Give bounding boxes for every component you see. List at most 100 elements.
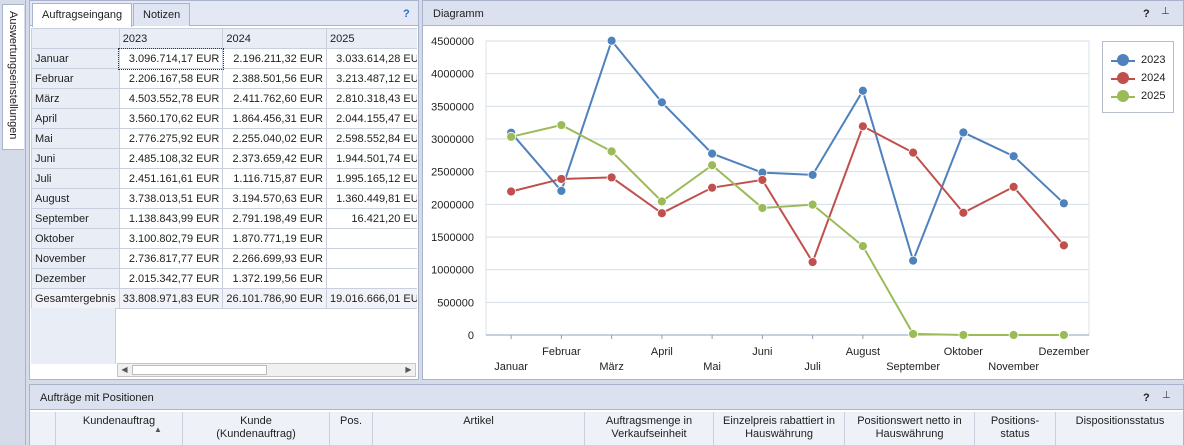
data-point-2023 [606,35,617,46]
column-header-label: Kundenauftrag [82,415,156,427]
data-point-2023 [908,255,919,266]
x-tick-label: Mai [703,361,721,373]
value-cell: 2.196.211,32 EUR [222,48,327,69]
data-point-2025 [958,330,969,340]
help-icon[interactable]: ? [403,8,410,20]
data-point-2024 [556,174,567,184]
column-header-5[interactable]: Einzelpreis rabattiert in Hauswährung [714,412,845,445]
data-point-2023 [807,169,818,180]
column-header-label: Positions- status [990,415,1040,440]
row-selector-header[interactable] [30,412,56,445]
data-point-2023 [857,85,868,96]
value-cell: 2.015.342,77 EUR [118,268,224,289]
column-header-2023: 2023 [118,28,224,49]
data-point-2024 [757,175,768,185]
value-cell: 1.870.771,19 EUR [222,228,327,249]
column-header-1[interactable]: Kunde (Kundenauftrag) [183,412,330,445]
row-header-fill [31,308,116,364]
value-cell: 2.485.108,32 EUR [118,148,224,169]
settings-side-tab-label: Auswertungseinstellungen [7,11,19,140]
row-header: Januar [31,48,120,69]
orders-column-headers: Kundenauftrag ▲ Kunde (Kundenauftrag) Pos. A… [30,412,1183,445]
orders-pin-icon[interactable]: ⊥ [1162,390,1171,401]
value-cell: 2.373.659,42 EUR [222,148,327,169]
pivot-row: März 4.503.552,78 EUR 2.411.762,60 EUR 2.81… [31,88,417,109]
data-point-2025 [656,196,667,207]
value-cell: 2.810.318,43 EUR [326,88,417,109]
value-cell: 2.388.501,56 EUR [222,68,327,89]
row-header: Juli [31,168,120,189]
value-cell: 2.451.161,61 EUR [118,168,224,189]
legend-label: 2024 [1141,72,1166,84]
x-tick-label: Februar [542,346,581,358]
total-row-header: Gesamtergebnis [31,288,120,309]
column-header-4[interactable]: Auftragsmenge in Verkaufseinheit [585,412,714,445]
value-cell: 1.372.199,56 EUR [222,268,327,289]
y-tick-label: 1000000 [431,265,474,277]
value-cell: 3.560.170,62 EUR [118,108,224,129]
pivot-row: September 1.138.843,99 EUR 2.791.198,49 EU… [31,208,417,229]
settings-side-tab[interactable]: Auswertungseinstellungen [2,4,24,150]
x-tick-label: Januar [494,361,528,373]
column-header-8[interactable]: Dispositionsstatus [1056,412,1184,445]
value-cell: 1.360.449,81 EUR [326,188,417,209]
value-cell: 3.213.487,12 EUR [326,68,417,89]
y-tick-label: 3000000 [431,134,474,146]
data-point-2023 [958,127,969,138]
x-tick-label: April [651,346,673,358]
column-header-0[interactable]: Kundenauftrag ▲ [56,412,183,445]
value-cell: 2.598.552,84 EUR [326,128,417,149]
pivot-row: Dezember 2.015.342,77 EUR 1.372.199,56 EUR [31,268,417,289]
legend-label: 2023 [1141,54,1166,66]
value-cell: 1.116.715,87 EUR [222,168,327,189]
pivot-panel: Auftragseingang Notizen ? 2023 2024 2025 Ja… [29,0,419,380]
value-cell [326,268,417,289]
value-cell: 2.266.699,93 EUR [222,248,327,269]
x-tick-label: März [599,361,623,373]
orders-help-icon[interactable]: ? [1143,392,1150,404]
scroll-right-icon[interactable]: ▶ [405,365,412,374]
data-point-2024 [857,121,868,132]
value-cell [326,228,417,249]
y-tick-label: 4000000 [431,69,474,81]
series-line-2025 [510,123,1064,336]
value-cell: 2.411.762,60 EUR [222,88,327,109]
horizontal-scrollbar[interactable]: ◀ ▶ [117,363,416,377]
pivot-row: Mai 2.776.275,92 EUR 2.255.040,02 EUR 2.598… [31,128,417,149]
x-tick-label: September [886,361,940,373]
row-header: März [31,88,120,109]
column-header-3[interactable]: Artikel [373,412,585,445]
row-header: Juni [31,148,120,169]
pivot-header-row: 2023 2024 2025 [31,28,417,49]
pivot-tabbar: Auftragseingang Notizen ? [30,1,418,27]
scrollbar-thumb[interactable] [132,365,267,375]
y-tick-label: 3500000 [431,101,474,113]
row-header: Oktober [31,228,120,249]
orders-panel-title: Aufträge mit Positionen [40,392,154,404]
column-header-label: Dispositionsstatus [1075,415,1165,427]
value-cell: 3.738.013,51 EUR [118,188,224,209]
value-cell: 2.776.275,92 EUR [118,128,224,149]
value-cell: 4.503.552,78 EUR [118,88,224,109]
scroll-left-icon[interactable]: ◀ [121,365,128,374]
pivot-row: November 2.736.817,77 EUR 2.266.699,93 EUR [31,248,417,269]
chart-panel-header: Diagramm ? ⊥ [423,1,1183,26]
value-cell: 16.421,20 EUR [326,208,417,229]
row-header: September [31,208,120,229]
value-cell: 2.206.167,58 EUR [118,68,224,89]
column-header-2024: 2024 [222,28,327,49]
chart-pin-icon[interactable]: ⊥ [1161,6,1170,17]
sidebar: Auswertungseinstellungen [0,0,26,445]
value-cell: 3.033.614,28 EUR [326,48,417,69]
sort-ascending-icon[interactable]: ▲ [154,425,162,434]
tab-auftragseingang[interactable]: Auftragseingang [32,3,133,27]
column-header-label: Positionswert netto in Hauswährung [857,415,962,440]
chart-help-icon[interactable]: ? [1143,8,1150,20]
data-point-2024 [707,182,718,193]
column-header-6[interactable]: Positionswert netto in Hauswährung [845,412,975,445]
column-header-7[interactable]: Positions- status [975,412,1056,445]
value-cell: 2.044.155,47 EUR [326,108,417,129]
column-header-2[interactable]: Pos. [330,412,373,445]
data-point-2024 [506,186,517,197]
tab-notizen[interactable]: Notizen [133,3,191,26]
